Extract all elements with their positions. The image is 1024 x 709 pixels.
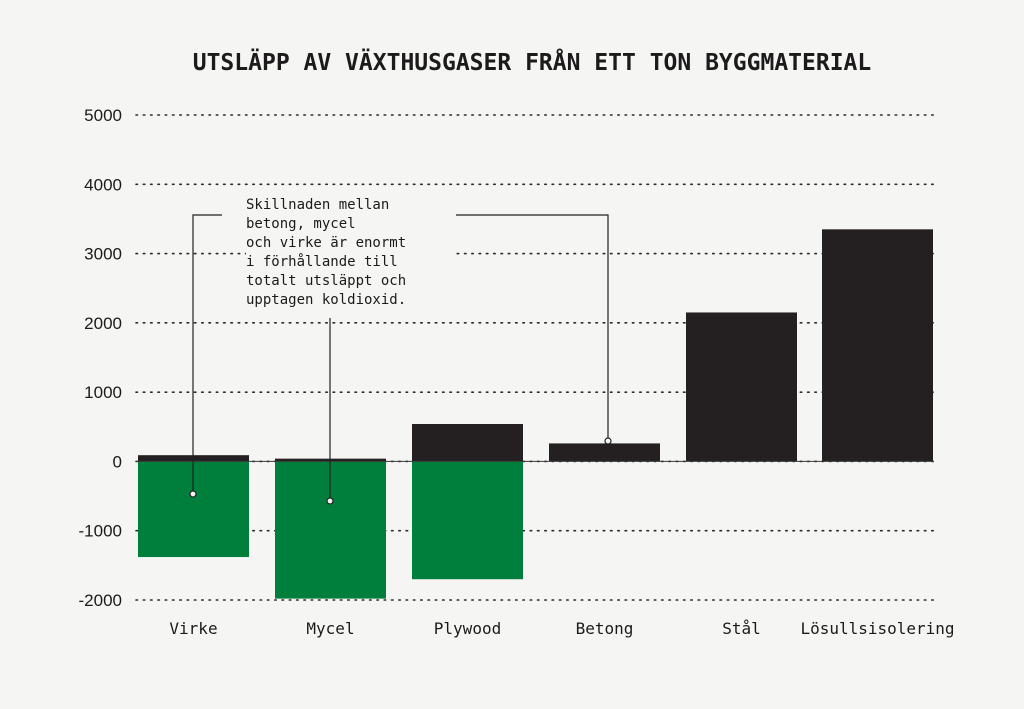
bar-positive: [412, 424, 523, 462]
annotation-leader-betong: [448, 214, 609, 441]
annotation-text: Skillnaden mellan betong, mycel och virk…: [246, 196, 456, 310]
bar-positive: [549, 443, 660, 462]
y-tick-label: 4000: [84, 175, 122, 194]
annotation-marker: [326, 497, 334, 505]
chart-title: UTSLÄPP AV VÄXTHUSGASER FRÅN ETT TON BYG…: [192, 50, 872, 76]
y-tick-label: 3000: [84, 245, 122, 264]
bar-negative: [412, 461, 523, 580]
category-label: Lösullsisolering: [800, 619, 954, 638]
y-tick-label: -2000: [79, 591, 122, 610]
annotation-marker: [189, 490, 197, 498]
annotation-marker: [604, 437, 612, 445]
bar-positive: [822, 229, 933, 462]
y-tick-label: 2000: [84, 314, 122, 333]
category-label: Stål: [722, 619, 761, 638]
category-label: Betong: [576, 619, 634, 638]
y-tick-label: -1000: [79, 522, 122, 541]
y-tick-label: 5000: [84, 106, 122, 125]
category-label: Virke: [169, 619, 217, 638]
annotation-leader-virke: [192, 214, 222, 494]
category-label: Mycel: [306, 619, 354, 638]
y-tick-label: 0: [113, 452, 122, 471]
bar-positive: [686, 312, 797, 462]
y-tick-label: 1000: [84, 383, 122, 402]
category-label: Plywood: [434, 619, 501, 638]
